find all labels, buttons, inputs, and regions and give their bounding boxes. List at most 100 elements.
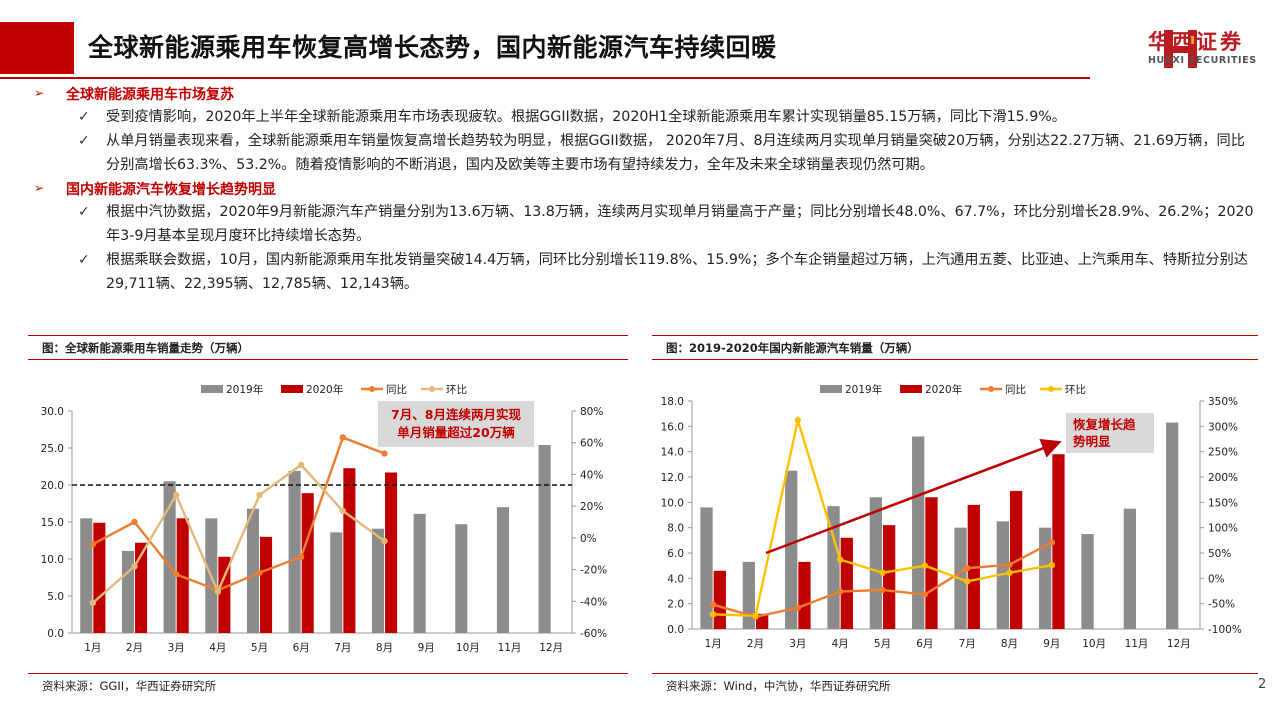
series-point-mom	[921, 562, 929, 569]
bar-2020	[798, 561, 811, 629]
series-point-mom	[339, 507, 347, 515]
y2-tick-label: 0%	[580, 533, 597, 545]
legend-swatch-dot	[988, 386, 994, 392]
y-tick-label: 30.0	[41, 406, 64, 418]
x-tick-label: 7月	[959, 638, 976, 650]
bar-2019	[827, 506, 840, 629]
bullet-content: ➢ 全球新能源乘用车市场复苏 ✓ 受到疫情影响，2020年上半年全球新能源乘用车…	[0, 82, 1279, 296]
y-tick-label: 5.0	[47, 591, 64, 603]
y2-tick-label: 350%	[1208, 396, 1238, 408]
bar-2020	[93, 522, 106, 633]
left-chart-title: 图：全球新能源乘用车销量走势（万辆）	[42, 341, 249, 355]
legend-label: 同比	[386, 383, 407, 396]
title-rule	[0, 77, 1090, 79]
bar-2020	[925, 497, 938, 629]
x-tick-label: 5月	[874, 638, 891, 650]
series-point-mom	[836, 556, 844, 563]
x-tick-label: 8月	[376, 642, 393, 654]
y2-tick-label: 80%	[580, 406, 603, 418]
x-tick-label: 4月	[209, 642, 226, 654]
x-tick-label: 2月	[126, 642, 143, 654]
right-chart-title: 图：2019-2020年国内新能源汽车销量（万辆）	[666, 341, 919, 355]
bar-2019	[1166, 422, 1179, 629]
legend-label: 同比	[1005, 383, 1026, 396]
x-tick-label: 1月	[84, 642, 101, 654]
y-tick-label: 14.0	[661, 447, 684, 459]
arrow-bullet-icon: ➢	[34, 86, 45, 100]
x-tick-label: 3月	[789, 638, 806, 650]
section-heading: ➢ 全球新能源乘用车市场复苏	[0, 83, 1279, 105]
bar-2019	[869, 497, 882, 629]
legend-label: 2019年	[845, 383, 882, 396]
x-tick-label: 2月	[747, 638, 764, 650]
bar-2019	[371, 528, 384, 633]
y-tick-label: 6.0	[667, 548, 684, 560]
series-point-mom	[752, 612, 759, 620]
bar-2020	[301, 493, 314, 633]
bar-2020	[840, 537, 853, 629]
legend-label: 2020年	[925, 383, 962, 396]
y2-tick-label: -20%	[580, 565, 607, 577]
y-tick-label: 15.0	[41, 517, 64, 529]
annotation-text: 单月销量超过20万辆	[397, 425, 515, 440]
series-point-mom	[131, 563, 138, 570]
panel-rule	[652, 359, 1258, 360]
bar-2019	[121, 550, 134, 633]
series-point-yoy	[172, 571, 180, 578]
section-label: 全球新能源乘用车市场复苏	[66, 87, 234, 103]
legend-swatch	[201, 385, 223, 393]
bullet-item: ✓ 根据中汽协数据，2020年9月新能源汽车产销量分别为13.6万辆、13.8万…	[0, 200, 1279, 248]
series-point-yoy	[381, 450, 388, 457]
series-point-yoy	[963, 565, 971, 572]
series-point-mom	[89, 599, 97, 607]
bar-2019	[1081, 534, 1094, 629]
huaxi-logo-icon	[1164, 30, 1197, 68]
y2-tick-label: 0%	[1208, 573, 1225, 585]
bar-2020	[883, 525, 896, 629]
y-tick-label: 10.0	[41, 554, 64, 566]
annotation-box	[378, 401, 534, 447]
bar-2020	[756, 613, 769, 629]
annotation-text: 恢复增长趋	[1073, 417, 1136, 432]
series-point-mom	[709, 611, 717, 618]
check-icon: ✓	[78, 109, 90, 125]
bar-2019	[785, 470, 798, 629]
bar-2019	[912, 436, 925, 629]
x-tick-label: 9月	[1043, 638, 1060, 650]
series-point-yoy	[921, 591, 929, 598]
bar-2019	[538, 445, 551, 633]
legend-label: 环比	[446, 383, 467, 396]
bar-2019	[496, 507, 509, 633]
series-point-yoy	[131, 518, 138, 526]
section-label: 国内新能源汽车恢复增长趋势明显	[66, 182, 276, 198]
panel-rule	[28, 359, 628, 360]
panel-rule	[28, 335, 628, 336]
bullet-text: 从单月销量表现来看，全球新能源乘用车销量恢复高增长趋势较为明显，根据GGII数据…	[106, 133, 1245, 173]
logo-text-en: HUAXI SECURITIES	[1148, 55, 1257, 66]
x-tick-label: 12月	[1167, 638, 1191, 650]
annotation-text: 势明显	[1073, 434, 1111, 449]
series-point-yoy	[297, 553, 305, 561]
bar-2020	[218, 556, 231, 633]
series-point-yoy	[1006, 561, 1013, 568]
x-tick-label: 10月	[1082, 638, 1106, 650]
legend-swatch-dot	[1048, 386, 1054, 392]
y-tick-label: 16.0	[661, 421, 684, 433]
bar-2020	[1052, 454, 1065, 629]
page-title: 全球新能源乘用车恢复高增长态势，国内新能源汽车持续回暖	[88, 33, 777, 62]
y-tick-label: 0.0	[667, 624, 684, 636]
title-accent-block	[0, 22, 74, 74]
x-tick-label: 5月	[251, 642, 268, 654]
bar-2020	[135, 542, 148, 633]
right-chart: 0.0 2.0 4.0 6.0 8.0 10.0 12.0 14.0 16.0 18.0 -100%…	[661, 383, 1242, 650]
x-tick-label: 6月	[916, 638, 933, 650]
arrow-bullet-icon: ➢	[34, 181, 45, 195]
series-point-mom	[256, 491, 263, 499]
bar-2019	[288, 470, 301, 633]
bar-2019	[700, 507, 713, 629]
legend-swatch-dot	[429, 386, 435, 392]
y2-tick-label: 60%	[580, 438, 603, 450]
left-chart-panel: 图：全球新能源乘用车销量走势（万辆） 0.0 5.0 10.0 15.0 20.0 25.…	[28, 333, 628, 703]
panel-rule	[652, 673, 1258, 674]
legend-swatch	[900, 385, 922, 393]
